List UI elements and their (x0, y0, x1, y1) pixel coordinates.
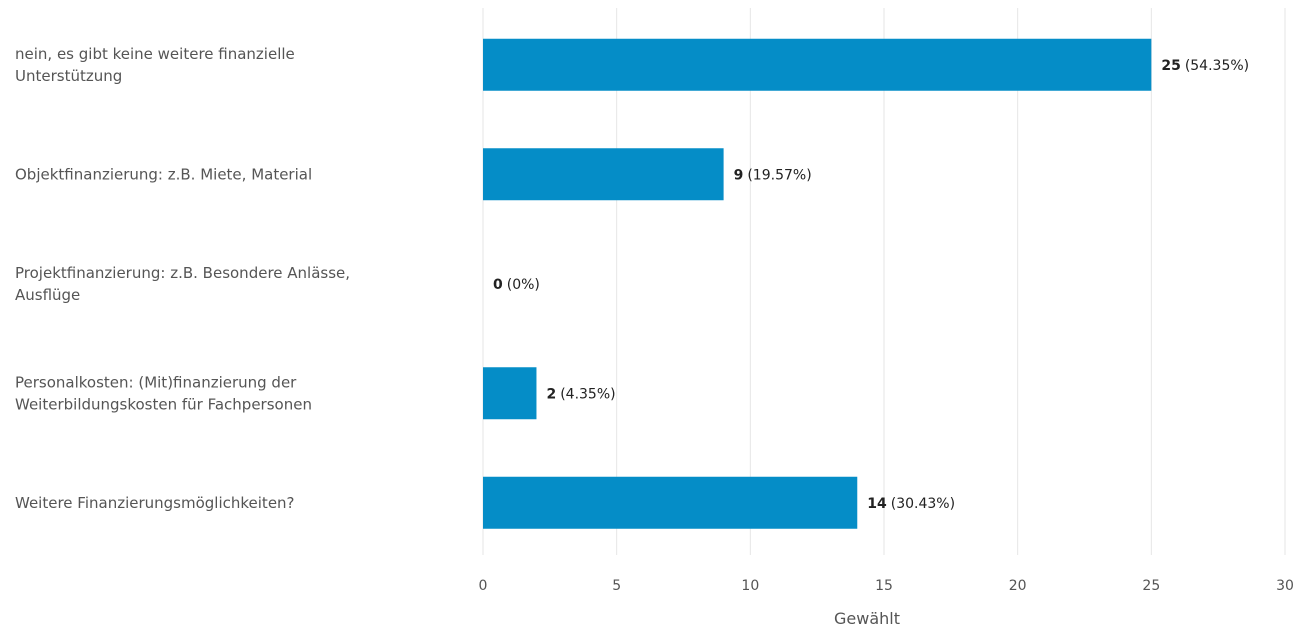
bar (483, 367, 537, 420)
data-label-percent: (19.57%) (747, 167, 811, 183)
category-label-line: nein, es gibt keine weitere finanzielle (15, 45, 295, 63)
category-label: nein, es gibt keine weitere finanzielle U… (15, 45, 295, 85)
x-tick-label: 15 (875, 578, 893, 594)
category-label: Projektfinanzierung: z.B. Besondere Anlä… (15, 264, 350, 304)
data-label-percent: (0%) (507, 277, 540, 293)
category-labels: nein, es gibt keine weitere finanzielle U… (15, 45, 350, 512)
x-tick-label: 0 (479, 578, 488, 594)
x-tick-label: 20 (1009, 578, 1027, 594)
category-label: Objektfinanzierung: z.B. Miete, Material (15, 165, 312, 183)
category-label-line: Weitere Finanzierungsmöglichkeiten? (15, 494, 295, 512)
x-tick-label: 10 (741, 578, 759, 594)
data-label-percent: (54.35%) (1185, 58, 1249, 74)
bar (483, 38, 1152, 91)
x-axis-ticks: 0 5 10 15 20 25 30 (479, 578, 1294, 594)
category-label-line: Objektfinanzierung: z.B. Miete, Material (15, 165, 312, 183)
data-label: 9 (19.57%) (734, 167, 812, 183)
category-label-line: Personalkosten: (Mit)finanzierung der (15, 373, 297, 391)
data-label-percent: (4.35%) (560, 386, 615, 402)
data-label: 25 (54.35%) (1161, 58, 1249, 74)
data-label: 0 (0%) (493, 277, 540, 293)
category-label-line: Projektfinanzierung: z.B. Besondere Anlä… (15, 264, 350, 282)
data-label-count: 25 (1161, 58, 1180, 74)
bar (483, 148, 724, 201)
x-tick-label: 5 (612, 578, 621, 594)
category-label-line: Unterstützung (15, 67, 122, 85)
bars (483, 38, 1152, 529)
category-label: Personalkosten: (Mit)finanzierung der Wei… (15, 373, 312, 413)
grid-lines (482, 8, 1286, 555)
data-label-count: 2 (546, 386, 556, 402)
data-label-count: 14 (867, 496, 887, 512)
data-label: 2 (4.35%) (546, 386, 615, 402)
bar (483, 476, 858, 529)
category-label: Weitere Finanzierungsmöglichkeiten? (15, 494, 295, 512)
data-label-count: 0 (493, 277, 503, 293)
category-label-line: Ausflüge (15, 286, 80, 304)
data-label-count: 9 (734, 167, 744, 183)
data-label-percent: (30.43%) (891, 496, 955, 512)
value-labels: 25 (54.35%) 9 (19.57%) 0 (0%) 2 (4.35%) 14 (30.43… (493, 58, 1249, 512)
x-tick-label: 30 (1276, 578, 1294, 594)
data-label: 14 (30.43%) (867, 496, 955, 512)
category-label-line: Weiterbildungskosten für Fachpersonen (15, 395, 312, 413)
x-axis-title: Gewählt (834, 609, 900, 628)
x-tick-label: 25 (1142, 578, 1160, 594)
